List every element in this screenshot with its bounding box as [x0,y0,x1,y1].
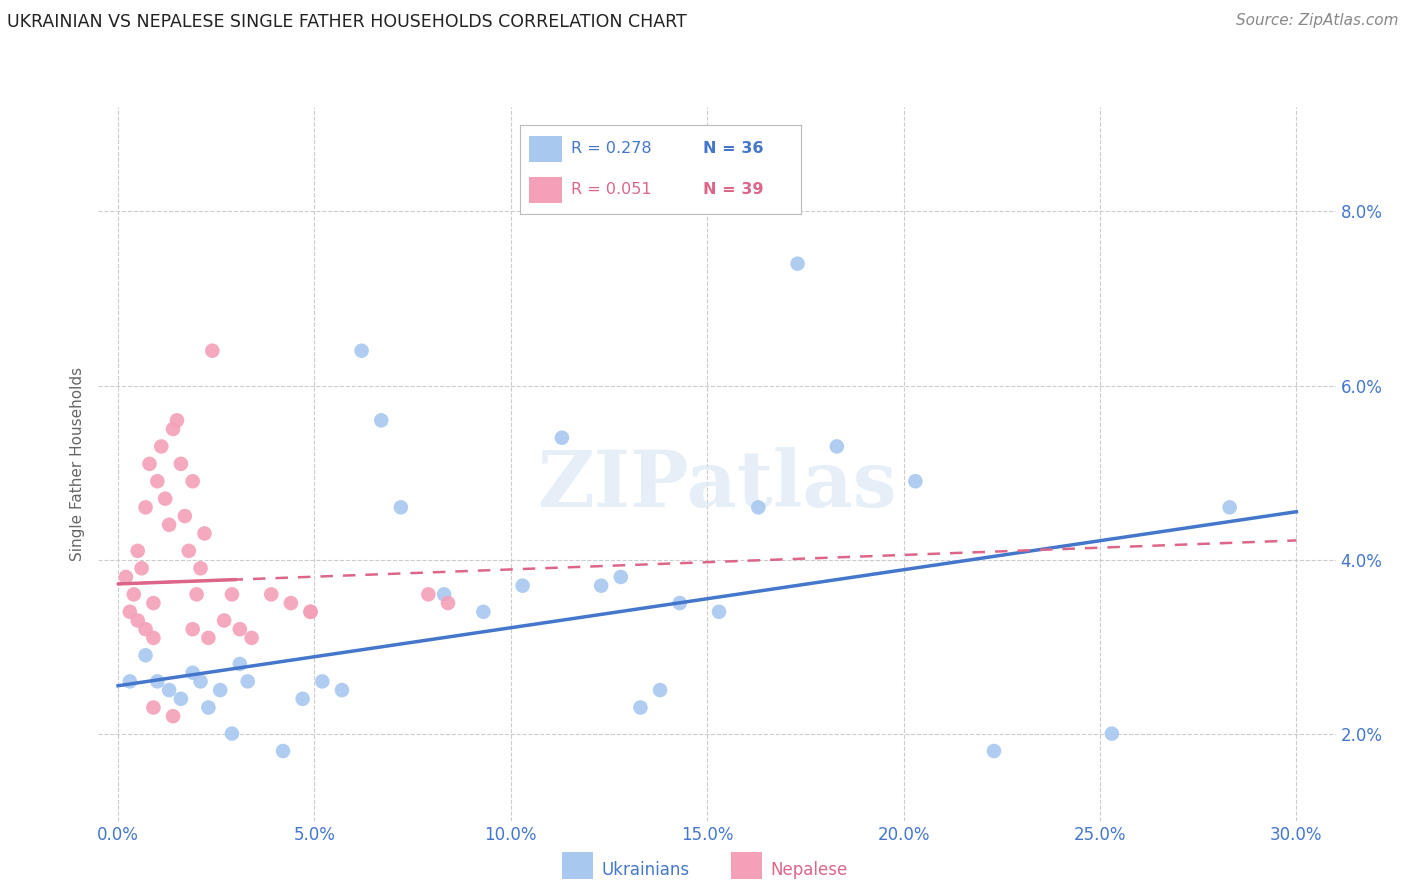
Point [221,587,243,601]
Point [142,700,165,714]
Point [131,561,153,575]
Point [472,605,495,619]
Point [157,683,180,698]
Text: Ukrainians: Ukrainians [602,861,690,879]
Point [115,570,138,584]
Point [146,475,169,489]
Point [240,631,263,645]
Point [186,587,208,601]
Point [330,683,353,698]
Point [127,544,149,558]
Point [299,605,322,619]
Point [138,457,160,471]
Point [153,491,176,506]
Point [170,691,193,706]
Point [389,500,412,515]
Point [904,475,927,489]
Point [173,509,195,524]
Point [201,343,224,358]
Point [177,544,200,558]
Bar [529,177,562,203]
Point [291,691,314,706]
Point [236,674,259,689]
Point [271,744,294,758]
Point [118,605,141,619]
Bar [529,136,562,162]
Point [181,622,204,636]
Point [181,475,204,489]
Text: UKRAINIAN VS NEPALESE SINGLE FATHER HOUSEHOLDS CORRELATION CHART: UKRAINIAN VS NEPALESE SINGLE FATHER HOUS… [7,13,686,31]
Text: R = 0.051: R = 0.051 [571,183,651,197]
Point [512,579,534,593]
Point [170,457,193,471]
Point [260,587,283,601]
Point [150,439,173,453]
Point [209,683,232,698]
Text: Nepalese: Nepalese [770,861,848,879]
Point [630,700,652,714]
Point [707,605,730,619]
Point [135,648,157,663]
Point [127,614,149,628]
Point [190,674,212,689]
Point [157,517,180,532]
Text: N = 36: N = 36 [703,142,763,156]
Text: ZIPatlas: ZIPatlas [537,447,897,524]
Point [610,570,633,584]
Point [370,413,392,427]
Point [166,413,188,427]
Point [135,622,157,636]
Point [786,257,808,271]
Point [142,596,165,610]
Point [146,674,169,689]
Point [551,431,574,445]
Point [190,561,212,575]
Point [668,596,690,610]
Point [825,439,848,453]
Point [197,700,219,714]
Point [197,631,219,645]
Point [418,587,440,601]
Point [135,500,157,515]
Text: Source: ZipAtlas.com: Source: ZipAtlas.com [1236,13,1399,29]
Point [983,744,1005,758]
Text: N = 39: N = 39 [703,183,763,197]
Point [212,614,235,628]
Point [221,726,243,740]
Point [437,596,460,610]
Point [433,587,456,601]
Text: R = 0.278: R = 0.278 [571,142,651,156]
Point [648,683,671,698]
Point [181,665,204,680]
Point [1101,726,1123,740]
Y-axis label: Single Father Households: Single Father Households [70,367,86,561]
Point [1219,500,1241,515]
Point [229,657,252,671]
Point [350,343,373,358]
Point [162,709,184,723]
Point [229,622,252,636]
Point [280,596,302,610]
Point [311,674,333,689]
Point [162,422,184,436]
Point [747,500,769,515]
Point [118,674,141,689]
Point [591,579,613,593]
Point [142,631,165,645]
Point [299,605,322,619]
Point [122,587,145,601]
Point [193,526,215,541]
